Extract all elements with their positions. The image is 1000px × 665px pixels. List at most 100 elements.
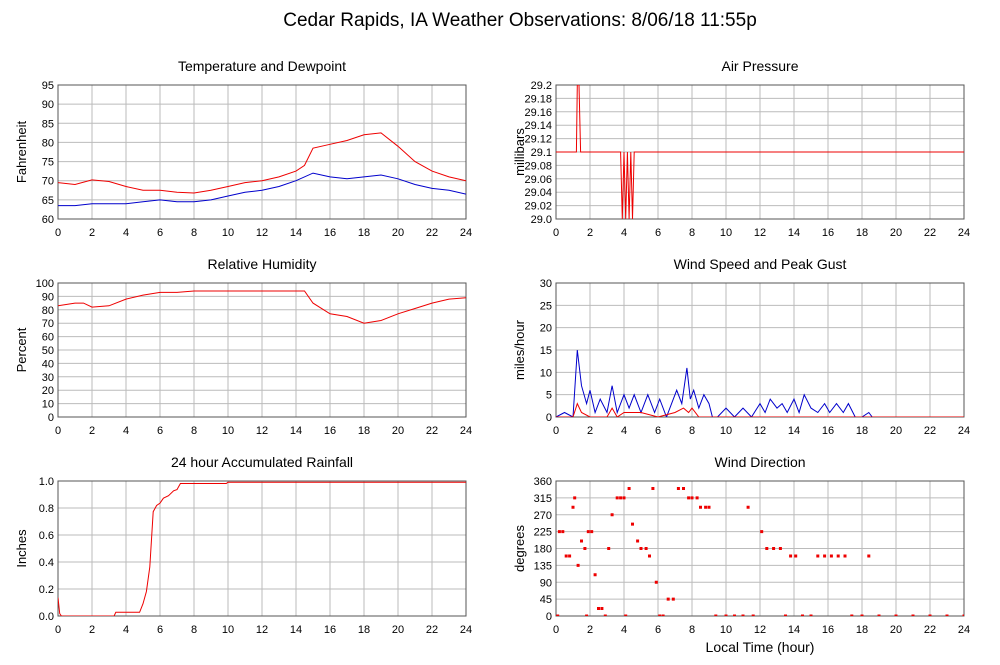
data-point — [707, 505, 711, 509]
x-tick-label: 4 — [123, 624, 129, 636]
y-tick-label: 30 — [540, 278, 552, 290]
y-axis-label: miles/hour — [512, 319, 527, 380]
data-point — [760, 530, 764, 534]
data-point — [644, 547, 648, 550]
y-tick-label: 100 — [36, 278, 54, 290]
data-point — [615, 496, 619, 500]
y-tick-label: 180 — [534, 544, 552, 556]
data-point — [651, 487, 655, 490]
x-tick-label: 8 — [191, 425, 197, 437]
x-tick-label: 24 — [958, 227, 970, 239]
x-tick-label: 14 — [788, 227, 800, 239]
x-tick-label: 10 — [222, 227, 234, 239]
x-tick-label: 8 — [689, 425, 695, 437]
x-tick-label: 14 — [290, 624, 302, 636]
y-axis-label: degrees — [512, 525, 527, 572]
x-tick-label: 12 — [256, 227, 268, 239]
x-tick-label: 18 — [856, 227, 868, 239]
plot-frame — [57, 480, 467, 617]
y-tick-label: 270 — [534, 510, 552, 522]
x-tick-label: 0 — [55, 624, 61, 636]
y-tick-label: 20 — [42, 385, 54, 397]
plot-frame — [57, 282, 467, 418]
data-point — [801, 614, 804, 616]
data-point — [624, 614, 628, 616]
y-tick-label: 29.16 — [524, 107, 552, 119]
x-tick-label: 14 — [290, 227, 302, 239]
x-tick-label: 6 — [655, 624, 661, 636]
y-tick-label: 90 — [42, 291, 54, 303]
x-tick-label: 12 — [256, 425, 268, 437]
x-tick-label: 20 — [890, 624, 902, 636]
data-point — [836, 554, 840, 558]
x-tick-label: 2 — [587, 425, 593, 437]
y-axis-label: Percent — [14, 327, 29, 372]
y-tick-label: 0 — [546, 412, 552, 424]
x-tick-label: 24 — [958, 624, 970, 636]
panel-title: Wind Direction — [714, 454, 805, 470]
data-point — [945, 614, 949, 616]
data-point — [607, 547, 611, 550]
x-tick-label: 10 — [720, 425, 732, 437]
x-tick-label: 16 — [822, 425, 834, 437]
x-tick-label: 22 — [426, 425, 438, 437]
data-point — [593, 573, 597, 577]
data-point — [583, 547, 587, 550]
data-point — [639, 547, 643, 550]
data-point — [877, 614, 881, 616]
x-tick-label: 22 — [924, 425, 936, 437]
x-tick-label: 16 — [822, 624, 834, 636]
x-tick-label: 20 — [890, 425, 902, 437]
x-tick-label: 2 — [587, 227, 593, 239]
y-tick-label: 29.18 — [524, 93, 552, 105]
panel-title: Relative Humidity — [208, 256, 317, 272]
x-axis-label: Local Time (hour) — [706, 639, 815, 655]
data-point — [867, 554, 871, 558]
data-point — [911, 614, 915, 616]
x-tick-label: 2 — [89, 425, 95, 437]
y-tick-label: 29.12 — [524, 134, 552, 146]
y-tick-label: 70 — [42, 318, 54, 330]
data-point — [724, 614, 728, 616]
x-tick-label: 24 — [958, 425, 970, 437]
data-point — [751, 614, 755, 616]
y-axis-label: millibars — [512, 128, 527, 176]
x-tick-label: 6 — [157, 624, 163, 636]
y-tick-label: 0 — [546, 611, 552, 623]
y-tick-label: 10 — [42, 399, 54, 411]
y-axis-label: Inches — [14, 529, 29, 568]
panel-title: Wind Speed and Peak Gust — [674, 256, 847, 272]
data-point — [573, 496, 577, 500]
x-tick-label: 6 — [157, 425, 163, 437]
y-tick-label: 29.08 — [524, 160, 552, 172]
plot-frame — [555, 480, 965, 617]
x-tick-label: 4 — [123, 425, 129, 437]
data-point — [676, 487, 680, 490]
y-tick-label: 80 — [42, 137, 54, 149]
data-point — [784, 614, 787, 616]
y-tick-label: 0.6 — [39, 530, 54, 542]
data-point — [843, 554, 847, 558]
data-point — [597, 607, 600, 610]
x-tick-label: 8 — [191, 624, 197, 636]
x-tick-label: 16 — [822, 227, 834, 239]
y-tick-label: 29.0 — [531, 214, 552, 226]
x-tick-label: 14 — [788, 624, 800, 636]
data-point — [580, 539, 583, 543]
data-point — [603, 614, 607, 616]
x-tick-label: 12 — [754, 227, 766, 239]
y-tick-label: 0.8 — [39, 503, 54, 515]
x-tick-label: 4 — [621, 227, 627, 239]
page-title: Cedar Rapids, IA Weather Observations: 8… — [283, 10, 757, 31]
data-point — [564, 554, 568, 558]
x-tick-label: 12 — [754, 624, 766, 636]
x-tick-label: 6 — [655, 227, 661, 239]
y-tick-label: 0.2 — [39, 584, 54, 596]
data-point — [610, 513, 614, 517]
x-tick-label: 24 — [460, 227, 472, 239]
data-point — [894, 614, 898, 616]
